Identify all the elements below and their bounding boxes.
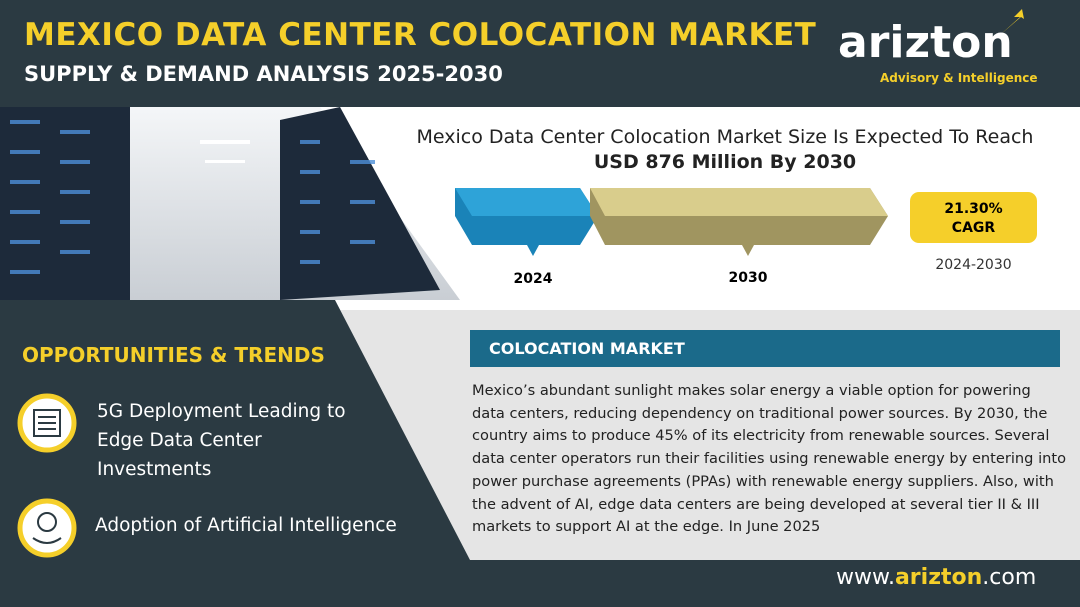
icon-ai bbox=[17, 498, 77, 558]
logo: arizton bbox=[838, 18, 1013, 68]
subtitle: SUPPLY & DEMAND ANALYSIS 2025-2030 bbox=[24, 62, 503, 86]
url-part: arizton bbox=[894, 565, 983, 590]
section-title: COLOCATION MARKET bbox=[489, 339, 685, 358]
url-part: www. bbox=[836, 565, 895, 590]
cagr-box bbox=[910, 192, 1037, 243]
logo-text: arizt bbox=[838, 17, 952, 68]
trend-item: 5G Deployment Leading to Edge Data Cente… bbox=[97, 401, 346, 480]
cagr-label: CAGR bbox=[951, 220, 996, 236]
market-value: USD 876 Million By 2030 bbox=[593, 151, 857, 173]
trend-item: Adoption of Artificial Intelligence bbox=[95, 515, 397, 536]
cagr-value: 21.30% bbox=[944, 201, 1003, 217]
title: MEXICO DATA CENTER COLOCATION MARKET bbox=[24, 17, 817, 53]
datacenter-image bbox=[0, 107, 460, 300]
timeline-arrows bbox=[455, 188, 888, 256]
cagr-period: 2024-2030 bbox=[935, 257, 1012, 273]
logo-arrow bbox=[1000, 9, 1024, 35]
year-label: 2030 bbox=[728, 270, 768, 286]
market-headline: Mexico Data Center Colocation Market Siz… bbox=[416, 126, 1034, 148]
logo-tagline: Advisory & Intelligence bbox=[880, 71, 1038, 85]
icon-5g bbox=[17, 393, 77, 453]
footer-bar bbox=[0, 560, 1080, 607]
section-header-bar bbox=[470, 330, 1060, 367]
dark-panel bbox=[0, 300, 470, 560]
footer-url: www.arizton.com bbox=[836, 565, 1036, 590]
url-part: .com bbox=[982, 565, 1037, 590]
section-title: OPPORTUNITIES & TRENDS bbox=[22, 343, 325, 367]
year-label: 2024 bbox=[513, 271, 553, 287]
logo-text: on bbox=[951, 17, 1013, 68]
paragraph: Mexico’s abundant sunlight makes solar e… bbox=[472, 382, 1067, 536]
cagr: 21.30% CAGR bbox=[910, 200, 1037, 238]
